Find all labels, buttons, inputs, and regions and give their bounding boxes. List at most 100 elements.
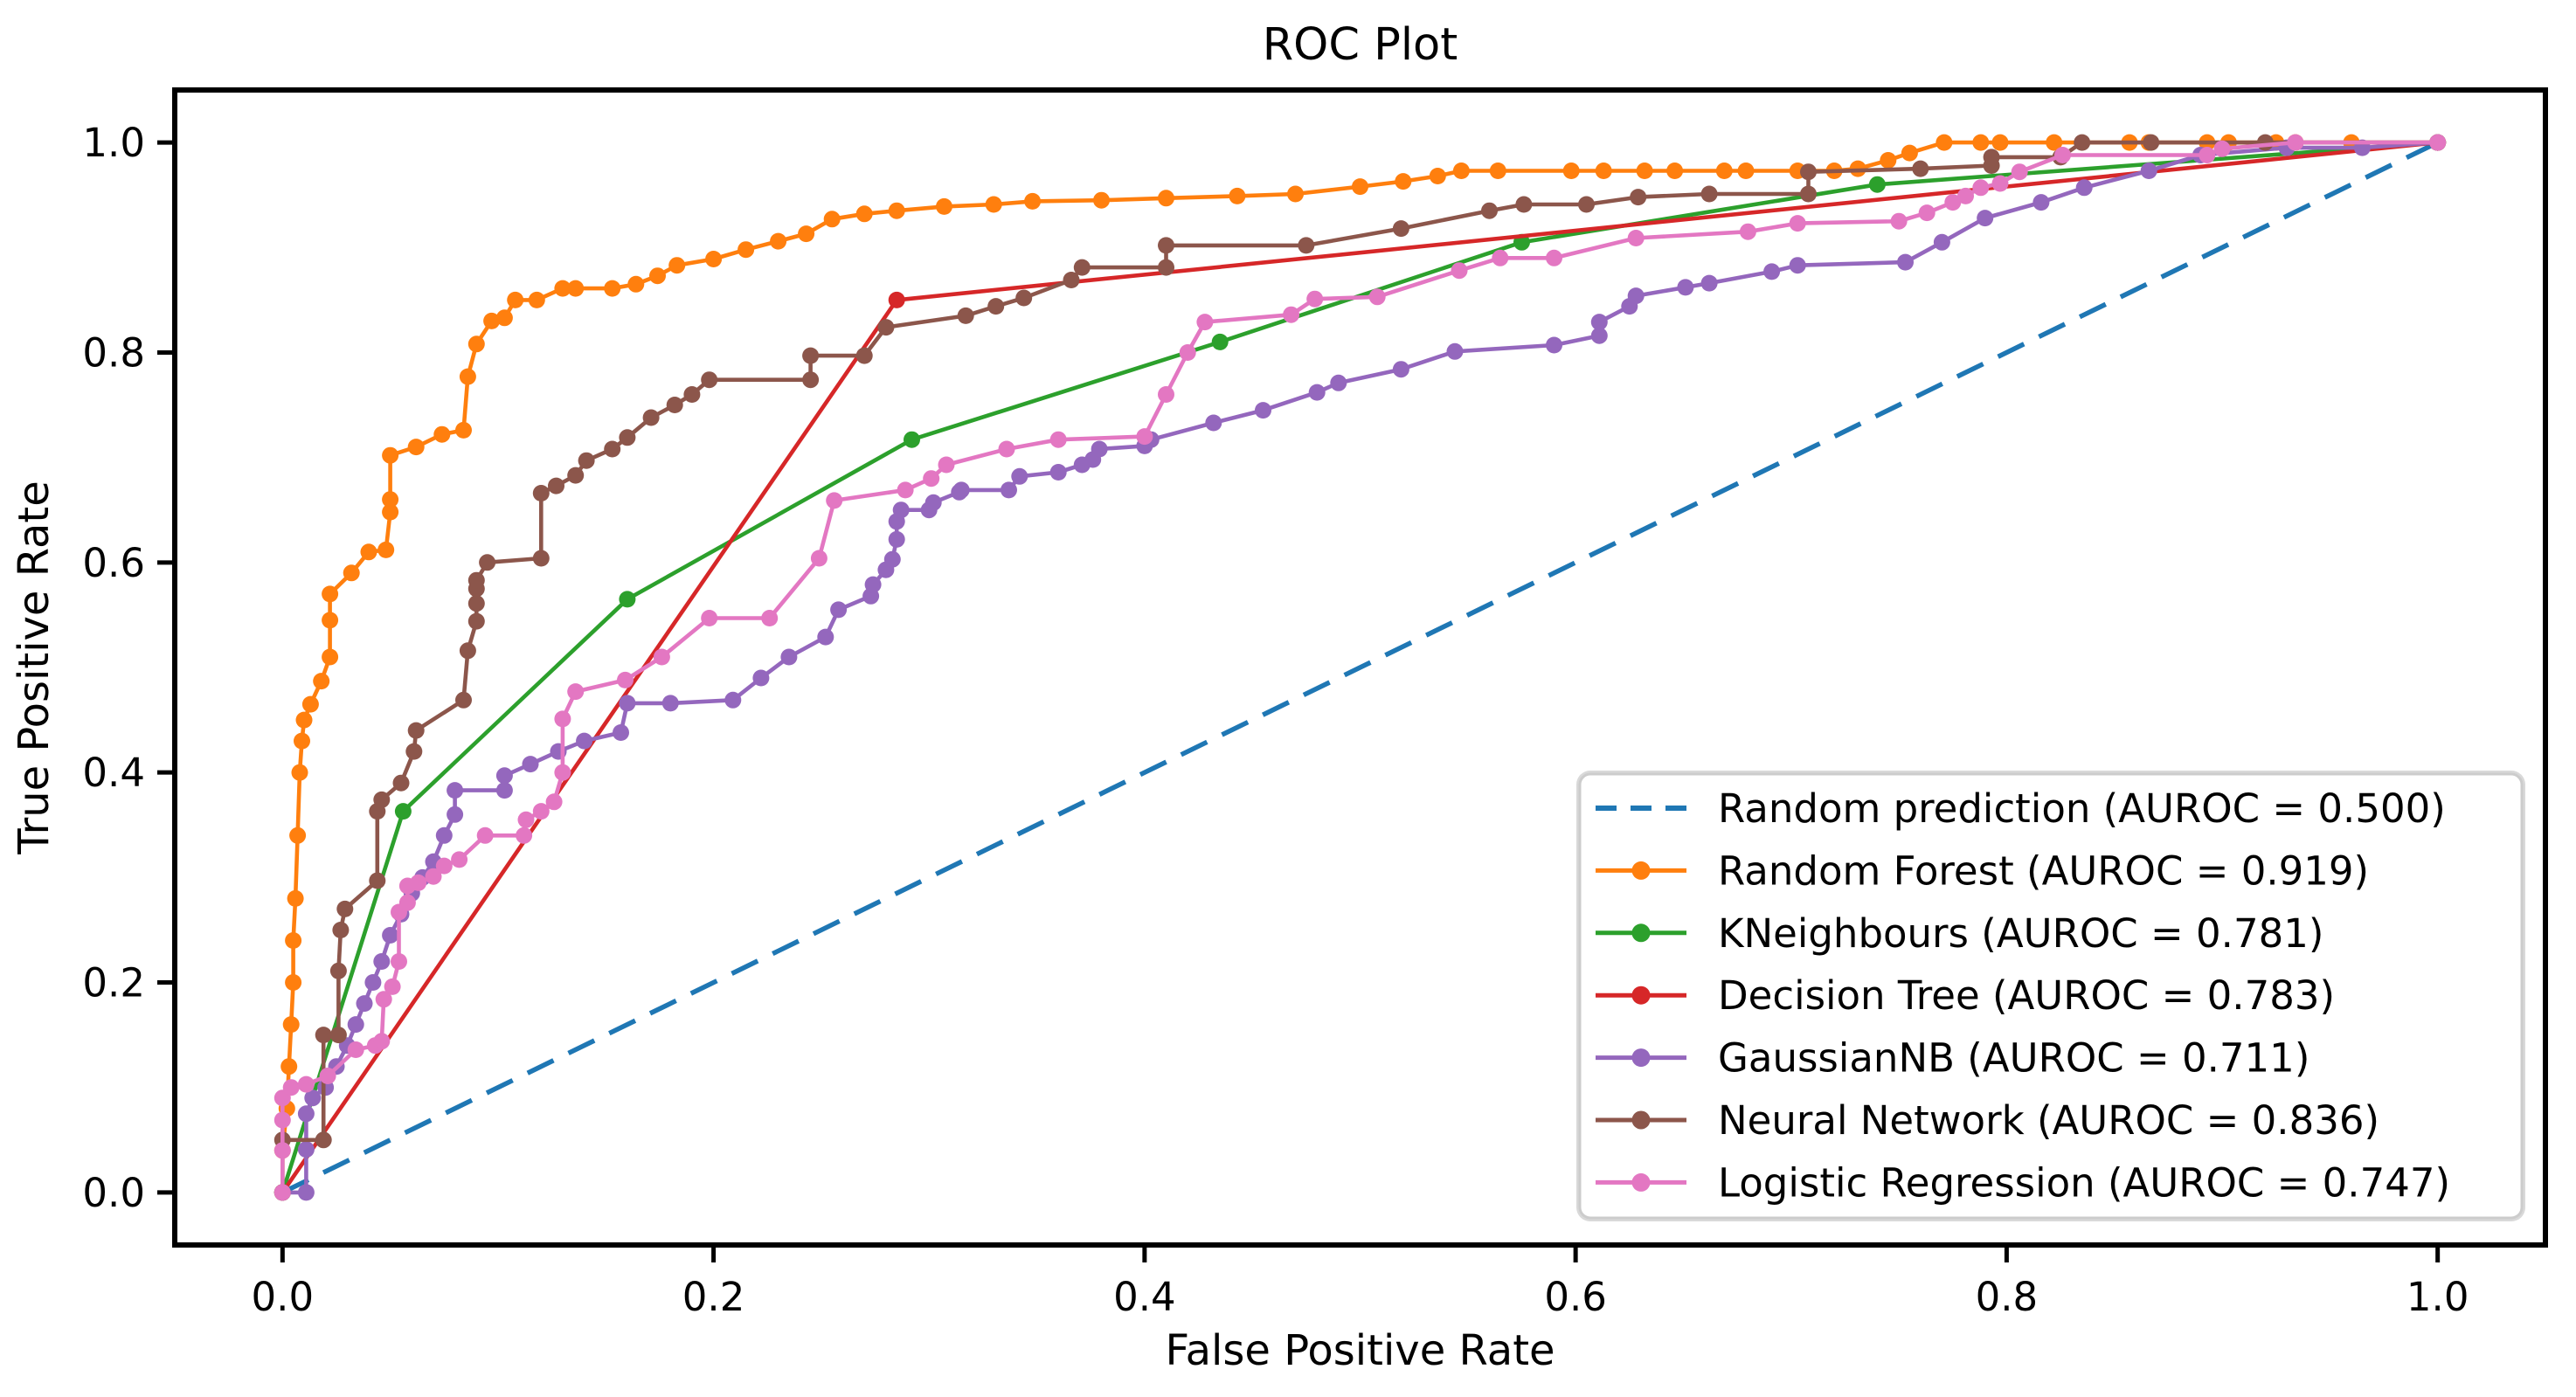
data-point-marker bbox=[802, 347, 820, 364]
data-point-marker bbox=[1515, 196, 1533, 213]
data-point-marker bbox=[398, 894, 416, 911]
data-point-marker bbox=[528, 291, 545, 308]
data-point-marker bbox=[455, 421, 472, 439]
data-point-marker bbox=[1308, 384, 1326, 401]
data-point-marker bbox=[2074, 134, 2091, 151]
data-point-marker bbox=[888, 202, 905, 219]
legend-entry-random-forest: Random Forest (AUROC = 0.919) bbox=[1596, 847, 2369, 894]
data-point-marker bbox=[1897, 253, 1914, 271]
data-point-marker bbox=[802, 371, 820, 389]
y-axis-tick-label: 0.0 bbox=[82, 1170, 145, 1216]
x-axis-tick-label: 1.0 bbox=[2406, 1274, 2469, 1320]
data-point-marker bbox=[936, 197, 952, 215]
data-point-marker bbox=[373, 1033, 391, 1050]
data-point-marker bbox=[1578, 196, 1595, 213]
data-point-marker bbox=[329, 1027, 347, 1044]
data-point-marker bbox=[295, 711, 313, 729]
data-point-marker bbox=[619, 429, 636, 446]
data-point-marker bbox=[1158, 259, 1174, 276]
data-point-marker bbox=[373, 791, 391, 808]
data-point-marker bbox=[567, 683, 585, 701]
data-point-marker bbox=[516, 826, 533, 844]
y-axis-tick-label: 0.6 bbox=[82, 540, 145, 586]
series-line-kneighbours bbox=[280, 140, 2438, 1193]
data-point-marker bbox=[322, 648, 339, 666]
legend-entry-logistic-regression: Logistic Regression (AUROC = 0.747) bbox=[1596, 1159, 2450, 1206]
data-point-marker bbox=[1024, 192, 1042, 210]
data-point-marker bbox=[297, 1105, 315, 1123]
data-point-marker bbox=[864, 576, 882, 593]
data-point-marker bbox=[1789, 215, 1806, 232]
x-axis-tick-label: 0.0 bbox=[252, 1274, 315, 1320]
data-point-marker bbox=[1283, 306, 1300, 323]
data-point-marker bbox=[1429, 168, 1446, 184]
data-point-marker bbox=[1700, 274, 1718, 292]
data-point-marker bbox=[1489, 163, 1506, 179]
data-point-marker bbox=[2199, 147, 2216, 163]
data-point-marker bbox=[892, 501, 910, 519]
data-point-marker bbox=[2429, 134, 2447, 151]
data-point-marker bbox=[661, 695, 679, 712]
data-point-marker bbox=[1011, 467, 1028, 485]
data-point-marker bbox=[604, 280, 621, 297]
data-point-marker bbox=[285, 932, 302, 949]
data-point-marker bbox=[364, 974, 382, 991]
data-point-marker bbox=[382, 503, 399, 521]
data-point-marker bbox=[532, 803, 550, 820]
data-point-marker bbox=[360, 543, 377, 561]
data-point-marker bbox=[1492, 249, 1509, 266]
legend-sample-marker bbox=[1631, 1172, 1651, 1192]
legend-label: Decision Tree (AUROC = 0.783) bbox=[1718, 972, 2335, 1019]
data-point-marker bbox=[1352, 178, 1368, 196]
data-point-marker bbox=[567, 280, 585, 297]
data-point-marker bbox=[282, 1079, 300, 1096]
data-point-marker bbox=[294, 732, 310, 750]
data-point-marker bbox=[649, 267, 666, 285]
data-point-marker bbox=[888, 530, 905, 548]
data-point-marker bbox=[1446, 342, 1464, 360]
data-point-marker bbox=[2075, 179, 2093, 197]
axes-layer: 0.0 0.2 0.4 0.6 0.8 1.0 0.0 0.2 0.4 0.6 0.8 1.0 ROC … bbox=[10, 19, 2548, 1375]
data-point-marker bbox=[545, 793, 563, 811]
data-point-marker bbox=[532, 485, 550, 501]
data-point-marker bbox=[1392, 220, 1409, 238]
data-point-marker bbox=[1590, 327, 1608, 344]
data-point-marker bbox=[1196, 314, 1214, 331]
data-point-marker bbox=[455, 691, 472, 709]
data-point-marker bbox=[289, 826, 307, 844]
data-point-marker bbox=[332, 922, 350, 938]
data-point-marker bbox=[467, 571, 485, 589]
x-axis-tick-label: 0.4 bbox=[1113, 1274, 1176, 1320]
data-point-marker bbox=[285, 974, 302, 991]
data-point-marker bbox=[855, 347, 873, 364]
data-point-marker bbox=[855, 205, 873, 223]
x-axis-tick-label: 0.8 bbox=[1976, 1274, 2039, 1320]
data-point-marker bbox=[1451, 262, 1468, 280]
data-point-marker bbox=[1255, 402, 1271, 419]
data-point-marker bbox=[576, 732, 593, 750]
legend-entry-gaussiannb: GaussianNB (AUROC = 0.711) bbox=[1596, 1035, 2309, 1082]
data-point-marker bbox=[532, 550, 550, 567]
legend-sample-marker bbox=[1631, 1048, 1651, 1068]
legend-sample-marker bbox=[1631, 923, 1651, 943]
x-axis-tick-label: 0.2 bbox=[682, 1274, 745, 1320]
data-point-marker bbox=[1715, 163, 1733, 179]
data-point-marker bbox=[522, 756, 539, 773]
data-point-marker bbox=[830, 601, 848, 619]
data-point-marker bbox=[280, 1058, 298, 1075]
data-point-marker bbox=[1991, 134, 2009, 151]
data-point-marker bbox=[356, 995, 373, 1013]
data-point-marker bbox=[1562, 163, 1580, 179]
data-point-marker bbox=[373, 953, 391, 970]
data-point-marker bbox=[1179, 344, 1196, 361]
data-point-marker bbox=[752, 669, 770, 687]
data-point-marker bbox=[883, 550, 901, 568]
data-point-marker bbox=[554, 764, 571, 781]
data-point-marker bbox=[1666, 163, 1684, 179]
data-point-marker bbox=[701, 371, 718, 389]
data-point-marker bbox=[1306, 290, 1324, 308]
data-point-marker bbox=[287, 889, 304, 907]
data-point-marker bbox=[435, 857, 453, 875]
data-point-marker bbox=[319, 1068, 336, 1084]
data-point-marker bbox=[578, 452, 595, 469]
